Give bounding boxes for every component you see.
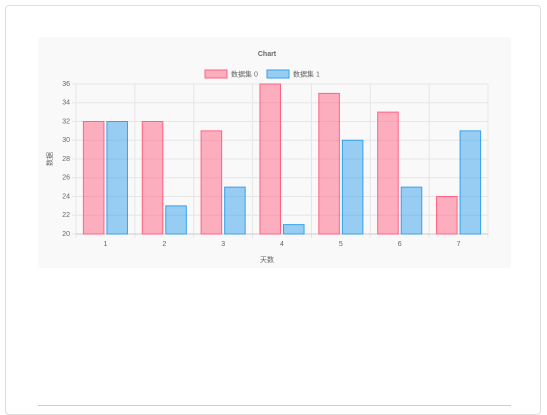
legend-label: 数据集 0: [231, 69, 258, 78]
bar: [141, 121, 164, 235]
bar: [165, 205, 187, 235]
y-tick-label: 22: [62, 212, 70, 219]
y-tick-label: 20: [62, 231, 70, 238]
x-tick-label: 7: [457, 241, 461, 248]
y-tick-label: 24: [62, 193, 70, 200]
bar: [341, 139, 364, 235]
y-tick-label: 32: [62, 118, 70, 125]
x-tick-label: 4: [280, 241, 284, 248]
legend-label: 数据集 1: [293, 69, 320, 78]
y-tick-label: 36: [62, 81, 70, 88]
legend-swatch: [266, 69, 290, 79]
bar: [200, 130, 223, 235]
bar: [82, 121, 105, 235]
y-tick-label: 26: [62, 175, 70, 182]
bar: [224, 186, 246, 235]
bar: [436, 196, 458, 235]
x-tick-label: 3: [221, 241, 225, 248]
bar: [259, 83, 281, 235]
x-axis-title: 天数: [260, 255, 274, 264]
x-tick-label: 6: [398, 241, 402, 248]
x-tick-label: 1: [103, 241, 107, 248]
y-tick-label: 34: [62, 100, 70, 107]
bar: [377, 111, 399, 235]
bar: [318, 92, 340, 235]
y-tick-label: 30: [62, 137, 70, 144]
y-tick-label: 28: [62, 156, 70, 163]
y-axis-title: 数据: [45, 152, 54, 166]
x-tick-label: 5: [339, 241, 343, 248]
bar: [106, 121, 128, 235]
bar: [400, 186, 423, 235]
legend-swatch: [204, 69, 228, 79]
divider: [38, 405, 511, 406]
bar: [283, 224, 305, 235]
chart-title: Chart: [258, 51, 277, 58]
x-tick-label: 2: [162, 241, 166, 248]
bar: [459, 130, 482, 235]
